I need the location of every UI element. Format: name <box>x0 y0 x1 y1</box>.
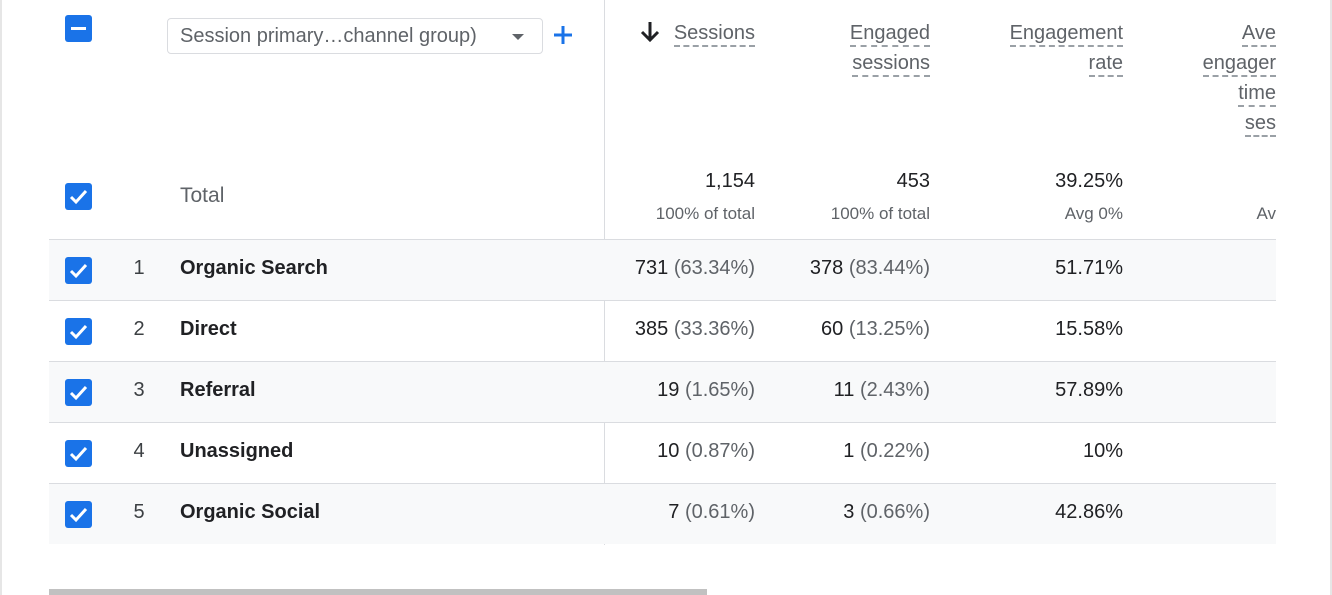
row-sessions-pct: (0.87%) <box>684 440 755 462</box>
checkmark-icon <box>69 263 88 279</box>
row-sessions: 385 (33.36%) <box>635 318 755 341</box>
checkmark-icon <box>69 189 88 205</box>
row-index: 4 <box>133 440 145 462</box>
checkmark-icon <box>69 324 88 340</box>
column-header-sessions[interactable]: Sessions <box>673 18 755 48</box>
horizontal-scrollbar[interactable] <box>49 589 707 595</box>
total-sessions: 1,154 <box>704 170 755 192</box>
total-engaged: 453 <box>896 170 930 192</box>
arrow-down-icon[interactable] <box>639 20 661 44</box>
dimension-dropdown-label: Session primary…channel group) <box>180 24 477 47</box>
row-engaged-value: 378 <box>809 257 844 279</box>
report-table: Session primary…channel group) Sessions … <box>49 0 1276 545</box>
row-sessions-pct: (0.61%) <box>684 501 755 523</box>
row-engaged: 11 (2.43%) <box>834 379 930 402</box>
row-engaged-pct: (13.25%) <box>848 318 930 340</box>
row-sessions-value: 7 <box>668 501 680 523</box>
table-row[interactable]: 2 Direct 385 (33.36%) 60 (13.25%) 15.58% <box>49 300 1276 361</box>
caret-down-icon <box>512 34 524 40</box>
row-index: 2 <box>133 318 145 340</box>
checkmark-icon <box>69 446 88 462</box>
engaged-header-line2: sessions <box>852 52 930 77</box>
row-checkbox[interactable] <box>65 440 92 467</box>
table-row[interactable]: 4 Unassigned 10 (0.87%) 1 (0.22%) 10% <box>49 422 1276 483</box>
row-engaged-value: 11 <box>833 379 855 401</box>
checkmark-icon <box>69 507 88 523</box>
rate-header-line1: Engagement <box>1009 22 1123 47</box>
avg-header-line1: Ave <box>1241 22 1276 47</box>
row-channel-name: Organic Search <box>180 257 328 279</box>
column-header-engaged-sessions[interactable]: Engaged sessions <box>849 18 930 78</box>
avg-header-line2: engager <box>1202 52 1276 77</box>
total-label: Total <box>180 184 225 207</box>
dimension-dropdown[interactable]: Session primary…channel group) <box>167 18 543 54</box>
table-row[interactable]: 1 Organic Search 731 (63.34%) 378 (83.44%) 5… <box>49 239 1276 300</box>
row-engaged: 3 (0.66%) <box>843 501 930 524</box>
row-sessions-value: 19 <box>657 379 680 401</box>
row-rate: 51.71% <box>1055 257 1123 279</box>
row-rate: 10% <box>1082 440 1123 462</box>
total-avg-sub: Av <box>1256 204 1276 223</box>
plus-icon <box>554 26 572 44</box>
add-dimension-button[interactable] <box>551 20 575 50</box>
row-sessions: 7 (0.61%) <box>668 501 755 524</box>
row-engaged-pct: (2.43%) <box>859 379 930 401</box>
row-rate: 15.58% <box>1055 318 1123 340</box>
avg-header-line4: ses <box>1244 112 1276 137</box>
row-channel-name: Unassigned <box>180 440 294 462</box>
row-index: 5 <box>133 501 145 523</box>
select-all-checkbox[interactable] <box>65 15 92 42</box>
row-sessions-pct: (33.36%) <box>673 318 755 340</box>
row-rate: 57.89% <box>1055 379 1123 401</box>
total-sessions-sub: 100% of total <box>655 204 755 223</box>
left-border <box>0 0 2 595</box>
row-channel-name: Direct <box>180 318 237 340</box>
total-rate: 39.25% <box>1055 170 1123 192</box>
total-engaged-sub: 100% of total <box>830 204 930 223</box>
row-engaged-value: 3 <box>843 501 855 523</box>
row-channel-name: Organic Social <box>180 501 321 523</box>
sessions-header-label: Sessions <box>673 22 755 47</box>
row-engaged-value: 60 <box>821 318 844 340</box>
row-sessions-value: 385 <box>634 318 669 340</box>
row-sessions: 731 (63.34%) <box>635 257 755 280</box>
row-index: 1 <box>133 257 145 279</box>
row-index: 3 <box>133 379 145 401</box>
column-header-engagement-rate[interactable]: Engagement rate <box>1009 18 1123 78</box>
column-header-avg-engagement-time[interactable]: Ave engager time ses <box>1202 18 1276 138</box>
row-checkbox[interactable] <box>65 379 92 406</box>
table-row[interactable]: 3 Referral 19 (1.65%) 11 (2.43%) 57.89% <box>49 361 1276 422</box>
total-row-checkbox[interactable] <box>65 183 92 210</box>
row-sessions-pct: (1.65%) <box>684 379 755 401</box>
row-engaged: 60 (13.25%) <box>821 318 930 341</box>
total-rate-sub: Avg 0% <box>1064 204 1123 223</box>
row-sessions-value: 10 <box>657 440 680 462</box>
row-engaged-value: 1 <box>843 440 855 462</box>
row-engaged: 1 (0.22%) <box>843 440 930 463</box>
row-channel-name: Referral <box>180 379 256 401</box>
avg-header-line3: time <box>1238 82 1276 107</box>
row-engaged-pct: (0.22%) <box>859 440 930 462</box>
row-engaged-pct: (83.44%) <box>848 257 930 279</box>
table-row[interactable]: 5 Organic Social 7 (0.61%) 3 (0.66%) 42.86% <box>49 483 1276 544</box>
right-border <box>1330 0 1332 595</box>
row-engaged: 378 (83.44%) <box>810 257 930 280</box>
row-sessions: 10 (0.87%) <box>657 440 755 463</box>
row-sessions-pct: (63.34%) <box>673 257 755 279</box>
row-rate: 42.86% <box>1055 501 1123 523</box>
checkmark-icon <box>69 385 88 401</box>
row-sessions: 19 (1.65%) <box>657 379 755 402</box>
minus-icon <box>71 27 86 30</box>
row-engaged-pct: (0.66%) <box>859 501 930 523</box>
row-sessions-value: 731 <box>634 257 669 279</box>
engaged-header-line1: Engaged <box>849 22 930 47</box>
row-checkbox[interactable] <box>65 318 92 345</box>
row-checkbox[interactable] <box>65 257 92 284</box>
rate-header-line2: rate <box>1088 52 1123 77</box>
row-checkbox[interactable] <box>65 501 92 528</box>
